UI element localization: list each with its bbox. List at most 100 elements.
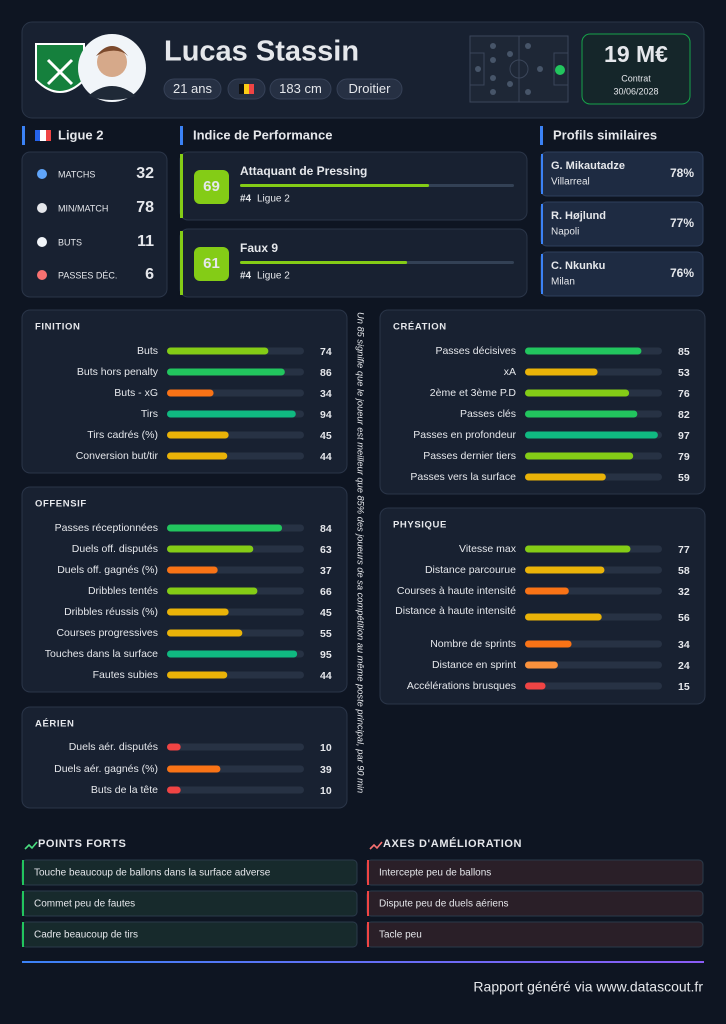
metric-value: 58 (678, 565, 690, 577)
similar-accent (541, 254, 543, 294)
metric-bar (167, 650, 298, 658)
rank: #4 (240, 194, 252, 205)
metric-bar (167, 524, 283, 532)
metric-label: Passes en profondeur (413, 429, 516, 441)
section-card (379, 309, 706, 495)
metric-bar (167, 452, 228, 460)
metric-bar (167, 629, 243, 637)
contract-label: Contrat (621, 73, 651, 83)
stat-value: 32 (136, 165, 154, 182)
market-value: 19 M€ (604, 41, 668, 67)
metric-label: Tirs cadrés (%) (87, 429, 158, 441)
list-item: Cadre beaucoup de tirs (34, 930, 138, 941)
similar-club: Milan (551, 277, 575, 288)
stat-icon (37, 203, 47, 213)
similar-accent (541, 204, 543, 244)
metric-label: Duels aér. gagnés (%) (54, 763, 158, 775)
metric-value: 10 (320, 785, 332, 797)
section-heading: OFFENSIF (35, 499, 87, 510)
section-marker (22, 126, 25, 145)
metric-bar (525, 545, 631, 553)
league-flag (35, 130, 40, 141)
score-bar (240, 261, 408, 264)
metric-bar (167, 389, 214, 397)
metric-label: Tirs (141, 408, 158, 420)
stat-label: MATCHS (58, 169, 95, 179)
nationality-tag (227, 78, 266, 100)
club-logo (35, 43, 85, 93)
stat-value: 6 (145, 266, 154, 283)
bar-track (525, 661, 662, 669)
metric-bar (525, 587, 569, 595)
bar-track (167, 786, 304, 794)
list-icon (24, 841, 38, 850)
value-box (581, 33, 691, 105)
tag: Droitier (349, 81, 392, 96)
league-flag (35, 130, 51, 141)
metric-label: Nombre de sprints (430, 638, 516, 650)
similar-accent (541, 154, 543, 194)
list-title: AXES D'AMÉLIORATION (383, 837, 522, 850)
metric-value: 45 (320, 430, 332, 442)
list-icon (369, 841, 383, 850)
similar-name: C. Nkunku (551, 260, 605, 272)
metric-label: Buts de la tête (91, 784, 158, 796)
pitch-position (469, 35, 569, 103)
metric-bar (167, 587, 258, 595)
tag-pill (269, 78, 332, 100)
section-card (21, 706, 348, 809)
metric-bar (167, 671, 228, 679)
bar-track (167, 743, 304, 751)
metric-bar (525, 661, 558, 669)
percentile-note: Un 85 signifie que le joueur est meilleu… (356, 312, 366, 793)
list-item-accent (367, 860, 369, 885)
metric-label: Buts hors penalty (77, 366, 159, 378)
profile-name: Faux 9 (240, 241, 278, 255)
section-heading: AÉRIEN (35, 719, 75, 730)
metric-value: 44 (320, 451, 332, 463)
metric-value: 84 (320, 523, 332, 535)
metric-value: 37 (320, 565, 332, 577)
metric-bar (525, 431, 658, 439)
section-title: Profils similaires (553, 127, 657, 142)
metric-bar (525, 613, 602, 621)
section-card (379, 507, 706, 705)
section-heading: FINITION (35, 322, 80, 333)
metric-value: 55 (320, 628, 332, 640)
metric-bar (525, 473, 606, 481)
stat-label: PASSES DÉC. (58, 270, 117, 280)
stat-icon (37, 237, 47, 247)
metric-bar (167, 410, 296, 418)
metric-bar (525, 368, 598, 376)
similar-match: 77% (670, 216, 694, 230)
metric-value: 34 (678, 639, 690, 651)
profile-name: Attaquant de Pressing (240, 164, 367, 178)
list-item: Dispute peu de duels aériens (379, 899, 509, 910)
tag: 21 ans (173, 81, 213, 96)
metric-value: 79 (678, 451, 690, 463)
metric-value: 82 (678, 409, 690, 421)
rank-league: Ligue 2 (257, 271, 290, 282)
tag: 183 cm (279, 81, 322, 96)
metric-bar (525, 566, 605, 574)
league-flag (46, 130, 51, 141)
metric-bar (167, 608, 229, 616)
metric-value: 95 (320, 649, 332, 661)
tag-pill (336, 78, 403, 100)
metric-value: 66 (320, 586, 332, 598)
metric-label: Accélérations brusques (407, 680, 516, 692)
similar-club: Napoli (551, 227, 579, 238)
metric-label: Passes décisives (435, 345, 516, 357)
metric-label: Fautes subies (93, 669, 158, 681)
metric-bar (167, 786, 181, 794)
metric-value: 34 (320, 388, 332, 400)
list-item-accent (367, 891, 369, 916)
metric-bar (167, 431, 229, 439)
metric-label: Passes réceptionnées (55, 522, 158, 534)
metric-bar (167, 545, 254, 553)
profile-accent (180, 231, 183, 295)
metric-value: 24 (678, 660, 690, 672)
list-item-accent (22, 922, 24, 947)
metric-label: Duels off. gagnés (%) (57, 564, 158, 576)
section-title: Indice de Performance (193, 127, 332, 142)
